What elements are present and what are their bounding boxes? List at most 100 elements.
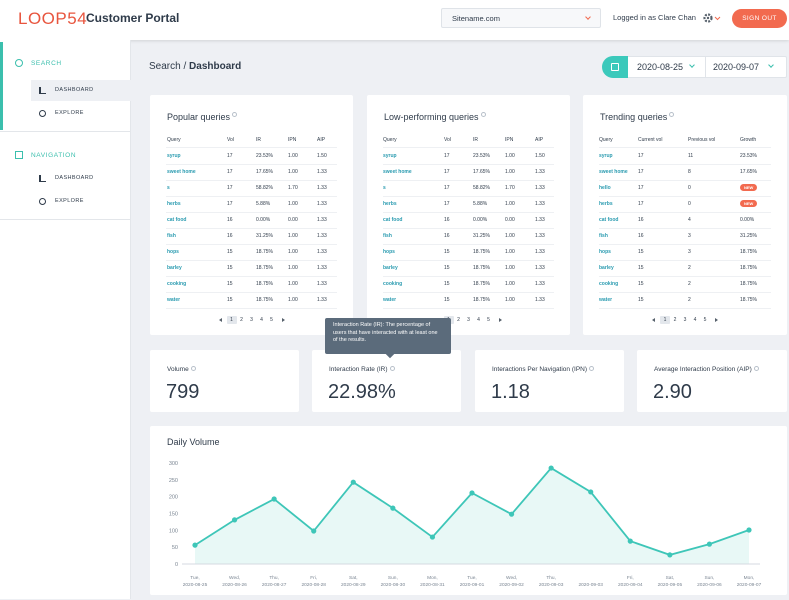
page-link[interactable]: 3 [250,317,253,323]
page-link[interactable]: 3 [683,317,687,323]
table-cell[interactable]: herbs [167,201,181,207]
table-cell[interactable]: s [167,185,170,191]
nav-section[interactable]: NAVIGATION [31,152,77,159]
table-cell[interactable]: hops [383,249,395,255]
y-tick-label: 250 [169,478,178,484]
page-link[interactable]: 4 [260,317,263,323]
date-to[interactable]: 2020-09-07 [713,62,760,72]
table-cell: 18.75% [256,249,273,255]
table-cell[interactable]: hops [167,249,179,255]
page-link[interactable]: 2 [240,317,243,323]
table-cell: 0.00 [505,217,515,223]
nav-section[interactable]: SEARCH [31,60,62,67]
table-cell: 1.00 [288,281,298,287]
table-cell[interactable]: barley [383,265,398,271]
column-header[interactable]: IR [473,137,478,143]
page-link[interactable]: 3 [467,317,470,323]
table-cell: 3 [688,249,691,255]
table-cell[interactable]: barley [599,265,614,271]
table-cell[interactable]: fish [167,233,176,239]
table-cell[interactable]: cooking [167,281,186,287]
table-cell[interactable]: cat food [383,217,402,223]
table-cell[interactable]: sweet home [599,169,628,175]
page-link[interactable]: 5 [487,317,490,323]
column-header[interactable]: Previous vol [688,137,716,143]
table-cell[interactable]: cat food [167,217,186,223]
cell-text: cat food [383,217,403,223]
site-select[interactable]: Sitename.com [441,8,601,28]
row-line [166,164,337,165]
cell-text: 1.00 [505,249,515,255]
table-cell[interactable]: sweet home [167,169,196,175]
page-link[interactable]: 5 [703,317,707,323]
page-link[interactable]: 4 [477,317,480,323]
breadcrumb-parent[interactable]: Search [149,61,181,72]
cell-text: 1.33 [317,201,327,207]
table-cell[interactable]: fish [599,233,608,239]
table-cell[interactable]: syrup [167,153,181,159]
row-line [166,276,337,277]
cell-text: 1.00 [288,153,298,159]
date-from[interactable]: 2020-08-25 [637,62,684,72]
point [627,538,633,544]
cell-text: cooking [383,281,403,287]
page-link[interactable]: 4 [693,317,697,323]
table-cell[interactable]: barley [167,265,182,271]
table-cell: 1.33 [317,249,327,255]
page-link[interactable]: 2 [673,317,677,323]
page-link[interactable]: 2 [457,317,460,323]
column-header[interactable]: Vol [227,137,234,143]
table-cell[interactable]: hops [599,249,611,255]
page-link[interactable]: 1 [226,316,237,324]
column-header[interactable]: Query [167,137,181,143]
nav-item[interactable]: DASHBOARD [31,168,131,189]
column-header[interactable]: IPN [505,137,514,143]
sign-out-button[interactable]: SIGN OUT [732,9,787,28]
table-cell[interactable]: syrup [599,153,613,159]
nav-item[interactable]: DASHBOARD [31,80,131,101]
cell-text: 0.00% [473,217,488,223]
table-cell: 15 [444,281,450,287]
column-header[interactable]: Current vol [638,137,663,143]
table-cell[interactable]: cooking [599,281,618,287]
column-header[interactable]: Query [599,137,613,143]
table-cell[interactable]: herbs [599,201,613,207]
date-picker[interactable]: 2020-08-25 2020-09-07 [602,56,787,78]
nav-item[interactable]: EXPLORE [31,191,131,212]
table-cell[interactable]: water [167,297,180,303]
table-cell[interactable]: cat food [599,217,618,223]
cell-text: 1.33 [535,249,545,255]
table-cell: 1.00 [288,233,298,239]
column-header[interactable]: Vol [444,137,451,143]
table-cell[interactable]: s [383,185,386,191]
kpi-label-text: Volume [167,366,189,373]
column-header[interactable]: IR [256,137,261,143]
column-header[interactable]: AIP [317,137,326,143]
cell-text: 2 [688,297,691,303]
page-link[interactable]: 5 [270,317,273,323]
nav-item[interactable]: EXPLORE [31,103,131,124]
column-header[interactable]: Growth [740,137,757,143]
table-cell[interactable]: water [599,297,612,303]
column-header[interactable]: IPN [288,137,297,143]
table-cell[interactable]: syrup [383,153,397,159]
settings-icon[interactable] [703,12,723,24]
cell-text: 18.75% [256,265,273,271]
cell-text: 0.00% [256,217,271,223]
table-cell[interactable]: herbs [383,201,397,207]
cell-text: 15 [227,249,233,255]
table-cell[interactable]: water [383,297,396,303]
table-cell[interactable]: fish [383,233,392,239]
column-header[interactable]: Query [383,137,397,143]
y-tick-label: 150 [169,512,178,518]
cell-text: 17 [227,153,233,159]
table-cell[interactable]: sweet home [383,169,412,175]
kpi-card: Volume 799 [150,350,299,412]
column-header[interactable]: AIP [535,137,544,143]
table-cell[interactable]: hello [599,185,611,191]
logo[interactable]: LOOP54 [18,9,88,28]
table-cell[interactable]: cooking [383,281,402,287]
x-tick-label: 2020-08-25 [183,582,208,588]
page-link[interactable]: 1 [660,316,670,324]
chart-icon [39,87,46,94]
